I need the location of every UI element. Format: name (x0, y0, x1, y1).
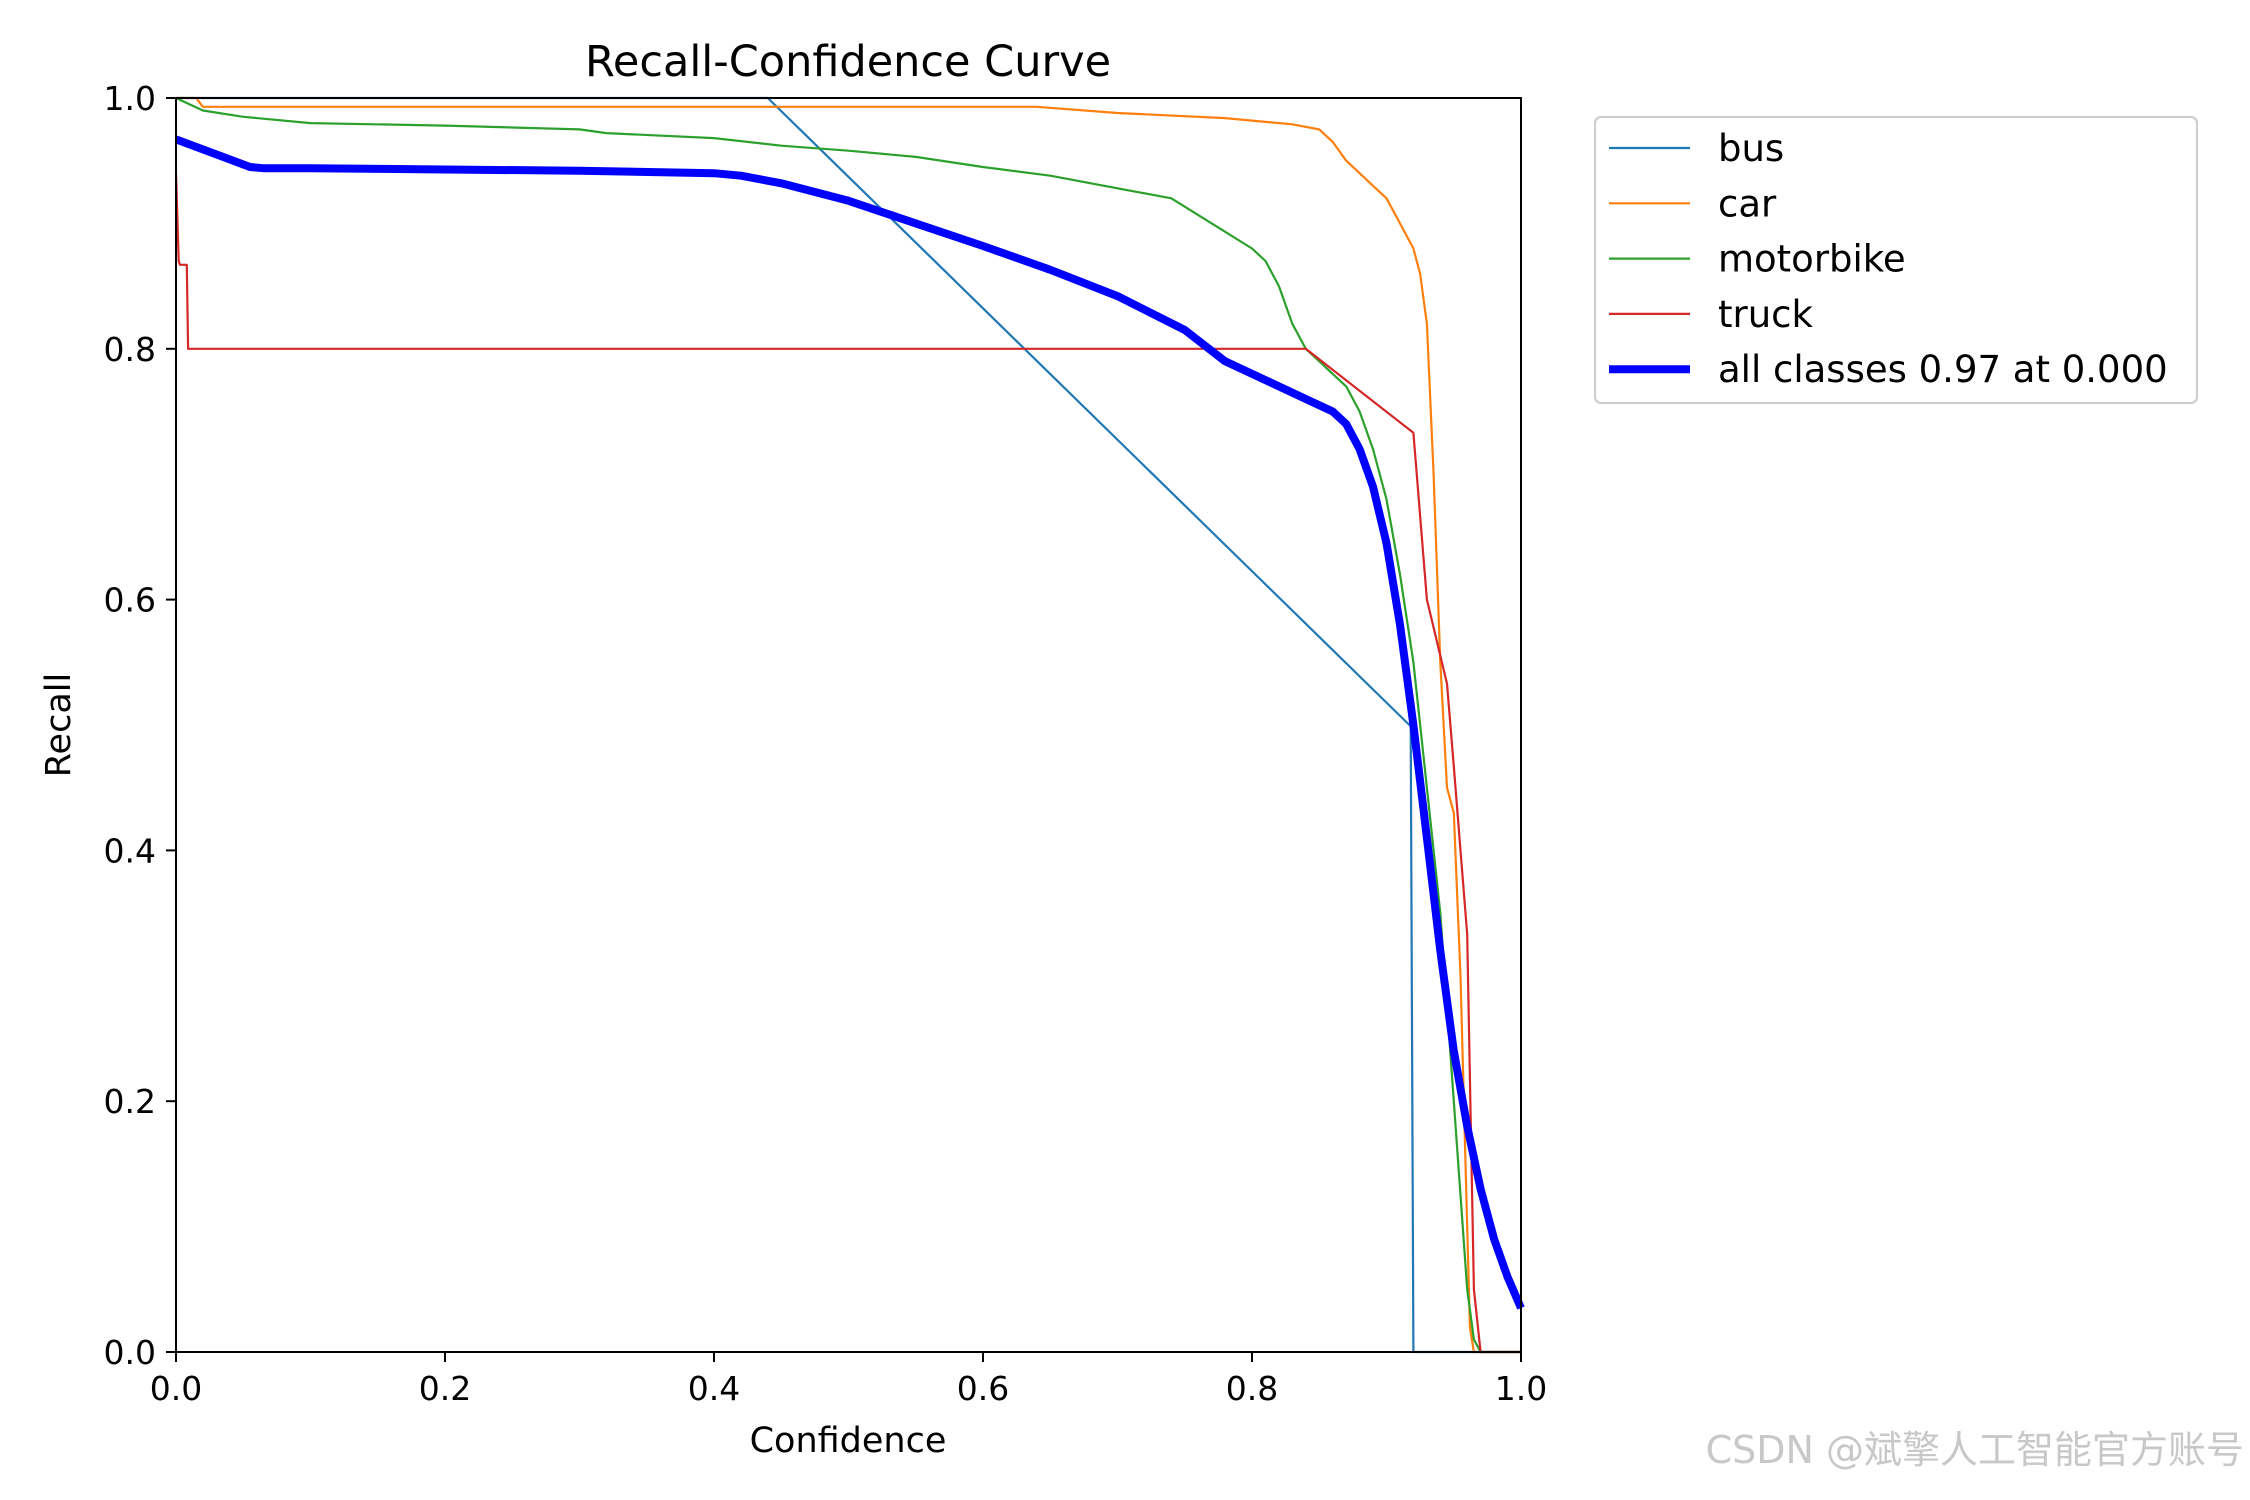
y-tick-label: 0.8 (104, 330, 156, 369)
plot-frame (175, 97, 1522, 1353)
x-axis-label: Confidence (750, 1421, 947, 1461)
y-tick-label: 0.6 (104, 581, 156, 620)
series-line-truck (176, 173, 1521, 1354)
y-tick-label: 0.0 (104, 1333, 156, 1372)
y-tick-label: 0.4 (104, 831, 156, 870)
x-tick-label: 0.6 (957, 1369, 1009, 1408)
legend-box (1594, 116, 2198, 404)
legend-label: motorbike (1718, 238, 1906, 281)
y-tick-label: 1.0 (104, 79, 156, 118)
x-axis: 0.0 0.2 0.4 0.6 0.8 1.0 (150, 1352, 1547, 1408)
x-tick-label: 0.0 (150, 1369, 202, 1408)
chart-title: Recall-Confidence Curve (585, 37, 1111, 87)
series-line-car (176, 96, 1521, 1354)
x-tick-label: 0.4 (688, 1369, 740, 1408)
legend-label: bus (1718, 127, 1784, 170)
x-tick-label: 0.8 (1226, 1369, 1278, 1408)
y-tick-label: 0.2 (104, 1082, 156, 1121)
y-axis-label: Recall (39, 673, 79, 777)
legend-label: truck (1718, 293, 1814, 336)
series-layer (176, 96, 1525, 1354)
watermark: CSDN @斌擎人工智能官方账号 (1705, 1428, 2244, 1472)
x-tick-label: 1.0 (1495, 1369, 1547, 1408)
legend-label: all classes 0.97 at 0.000 (1718, 348, 2168, 391)
y-axis: 0.0 0.2 0.4 0.6 0.8 1.0 (104, 79, 176, 1372)
x-tick-label: 0.2 (419, 1369, 471, 1408)
series-line-all (176, 135, 1525, 1310)
legend: bus car motorbike truck all classes 0.97 at … (1594, 116, 2198, 404)
legend-label: car (1718, 182, 1777, 225)
series-line-motorbike (176, 97, 1521, 1354)
series-line-bus (176, 96, 1521, 1354)
